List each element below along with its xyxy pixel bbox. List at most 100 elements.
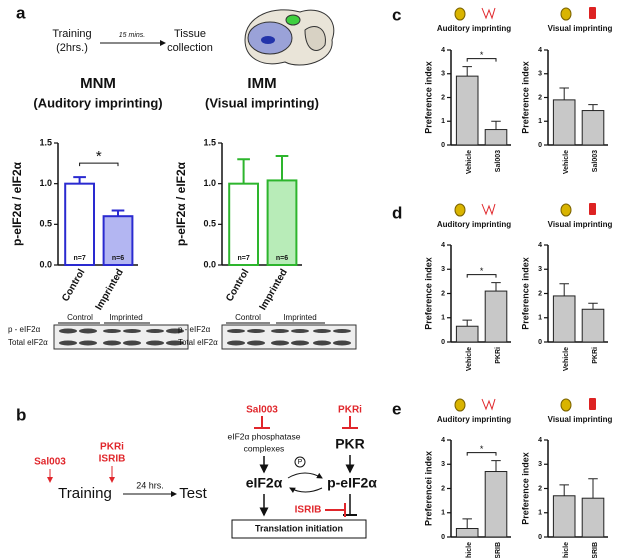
x-tick-label: Vehicle <box>466 542 473 558</box>
error-bar <box>462 319 472 327</box>
y-tick-label: 0.5 <box>39 219 52 229</box>
schema: Training (2hrs.) 15 mins. Tissue collect… <box>52 9 335 66</box>
significance-bracket <box>79 162 119 167</box>
error-bar <box>588 104 598 111</box>
y-tick-label: 2 <box>441 290 445 297</box>
icon <box>560 7 572 21</box>
x-tick-label: Control <box>224 267 251 303</box>
schema-text: Tissue <box>174 28 206 40</box>
chart: MNM (Auditory imprinting) p-eIF2α / eIF2α 0… <box>10 75 162 312</box>
pathway: Sal003 eIF2α phosphatase complexes eIF2α… <box>228 405 377 539</box>
y-tick-label: 3 <box>441 71 445 78</box>
error-bar <box>73 176 86 184</box>
drug: Sal003 <box>34 457 66 468</box>
bar <box>102 215 134 266</box>
chart-title: MNM <box>80 75 116 92</box>
bar <box>581 497 605 538</box>
error-bar <box>559 484 569 496</box>
y-tick-label: 0 <box>538 142 542 149</box>
y-tick-label: 3 <box>441 461 445 468</box>
node: complexes <box>244 443 285 453</box>
x-tick-label: Vehicle <box>563 542 570 558</box>
node: Translation initiation <box>255 523 343 533</box>
drug: ISRIB <box>99 454 126 465</box>
treatment-schema: Sal003 PKRi ISRIB Training 24 hrs. Test <box>34 442 207 502</box>
x-tick-label: Sal003 <box>592 150 599 172</box>
y-tick-label: 0 <box>538 534 542 541</box>
error-bar <box>491 282 501 292</box>
y-tick-label: 2 <box>538 290 542 297</box>
panel-label: b <box>16 405 26 424</box>
chart: Visual imprinting Preference index 0 1 2 3 4 Ve… <box>520 398 612 558</box>
y-axis-label: Preference index <box>520 61 530 134</box>
y-tick-label: 4 <box>538 47 542 54</box>
x-tick-label: PKRi <box>592 347 599 364</box>
y-tick-label: 1.0 <box>203 178 216 188</box>
bar <box>484 471 508 538</box>
chart: Auditory imprinting Preference index 0 1 2 3 4… <box>423 7 511 174</box>
inhibitor: PKRi <box>338 405 362 416</box>
chart-title: Auditory imprinting <box>437 415 511 424</box>
inhibitor: Sal003 <box>246 405 278 416</box>
x-tick-label: Vehicle <box>563 150 570 174</box>
y-tick-label: 4 <box>538 242 542 249</box>
significance: * <box>480 266 484 276</box>
bar <box>581 308 605 343</box>
error-bar <box>237 158 250 184</box>
y-tick-label: 1 <box>441 315 445 322</box>
error-bar <box>462 518 472 529</box>
panel-label: e <box>392 399 401 418</box>
y-tick-label: 0 <box>538 339 542 346</box>
chart: Auditory imprinting Preferencei index 0 1 2 3… <box>423 398 511 558</box>
error-bar <box>462 66 472 77</box>
bar <box>552 495 576 538</box>
significance-bracket <box>466 58 497 62</box>
significance: * <box>480 50 484 60</box>
x-tick-label: Imprinted <box>258 267 290 312</box>
y-tick-label: 2 <box>538 94 542 101</box>
x-tick-label: PKRi <box>495 347 502 364</box>
y-tick-label: 1.5 <box>39 137 52 147</box>
error-bar <box>111 209 125 217</box>
schema-text: collection <box>167 42 213 54</box>
bar <box>64 182 95 267</box>
y-tick-label: 2 <box>441 485 445 492</box>
icon <box>589 7 596 19</box>
panel-label: c <box>392 5 401 24</box>
icon <box>454 7 466 21</box>
bar <box>455 528 479 538</box>
icon <box>454 398 466 412</box>
y-tick-label: 1.5 <box>203 137 216 147</box>
y-tick-label: 4 <box>538 437 542 444</box>
y-tick-label: 1.0 <box>39 178 52 188</box>
y-tick-label: 3 <box>538 461 542 468</box>
y-tick-label: 4 <box>441 242 445 249</box>
error-bar <box>491 120 501 130</box>
blot-row: Total eIF2α <box>178 338 218 347</box>
error-bar <box>275 155 289 181</box>
significance-bracket <box>466 274 497 278</box>
bar <box>552 99 576 146</box>
y-tick-label: 1 <box>538 118 542 125</box>
bar <box>484 290 508 343</box>
y-tick-label: 3 <box>538 266 542 273</box>
error-bar <box>559 283 569 296</box>
phospho-circle <box>294 456 306 468</box>
significance: * <box>480 444 484 454</box>
error-bar <box>559 87 569 100</box>
y-tick-label: 0 <box>441 339 445 346</box>
significance: * <box>96 148 102 165</box>
chart-subtitle: (Visual imprinting) <box>205 95 319 110</box>
x-tick-label: ISRIB <box>592 542 599 558</box>
x-tick-label: Vehicle <box>466 150 473 174</box>
icon <box>589 203 596 215</box>
x-tick-label: Sal003 <box>495 150 502 172</box>
x-tick-label: Imprinted <box>94 267 126 312</box>
bar-label: n=7 <box>73 255 85 262</box>
step: Training <box>58 485 112 502</box>
icon <box>454 203 466 217</box>
blot-group: Control <box>67 313 93 322</box>
chart: Visual imprinting Preference index 0 1 2 3 4 Ve… <box>520 203 612 371</box>
node: eIF2α phosphatase <box>228 431 301 441</box>
chart-title: Auditory imprinting <box>437 220 511 229</box>
